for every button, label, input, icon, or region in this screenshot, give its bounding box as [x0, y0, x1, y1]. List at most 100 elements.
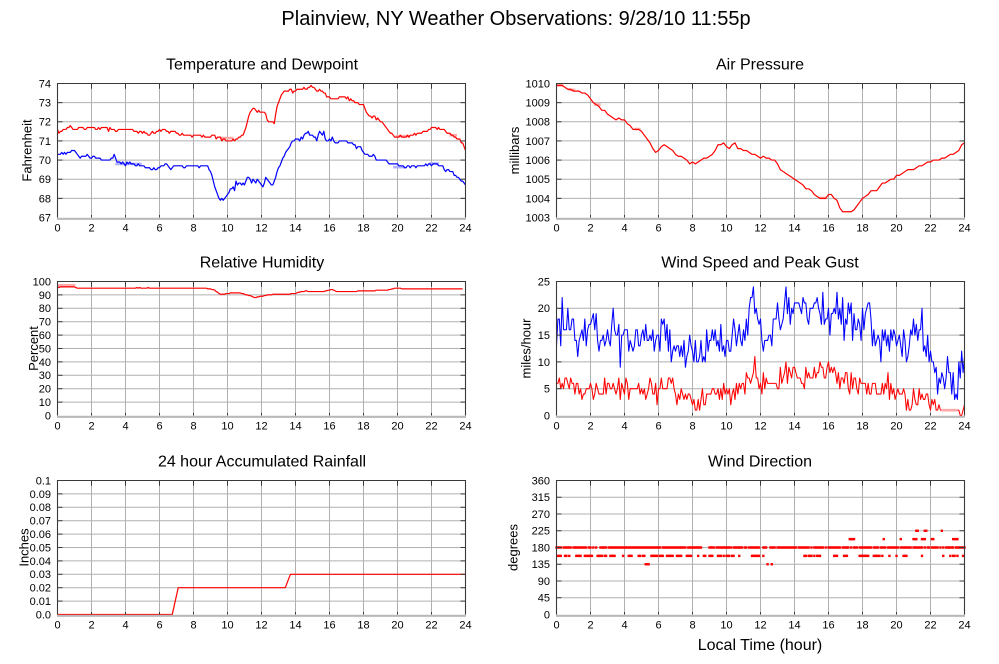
svg-text:6: 6: [655, 619, 661, 631]
svg-text:30: 30: [39, 370, 51, 382]
svg-text:12: 12: [754, 619, 766, 631]
svg-text:14: 14: [788, 222, 800, 234]
svg-text:74: 74: [39, 78, 51, 90]
svg-text:Plainview, NY Weather Observat: Plainview, NY Weather Observations: 9/28…: [281, 8, 750, 30]
svg-text:0.06: 0.06: [30, 529, 51, 541]
svg-text:12: 12: [255, 619, 267, 631]
svg-text:10: 10: [720, 222, 732, 234]
svg-text:0: 0: [54, 222, 60, 234]
svg-text:71: 71: [39, 136, 51, 148]
svg-text:135: 135: [532, 559, 550, 571]
svg-text:22: 22: [924, 420, 936, 432]
svg-text:180: 180: [532, 542, 550, 554]
svg-text:6: 6: [655, 420, 661, 432]
svg-text:0: 0: [544, 609, 550, 621]
svg-text:1005: 1005: [526, 174, 550, 186]
svg-text:0.01: 0.01: [30, 596, 51, 608]
svg-text:2: 2: [587, 619, 593, 631]
svg-text:1006: 1006: [526, 155, 550, 167]
svg-text:0.08: 0.08: [30, 502, 51, 514]
svg-text:0: 0: [544, 410, 550, 422]
svg-text:16: 16: [323, 420, 335, 432]
svg-text:14: 14: [289, 222, 301, 234]
svg-text:20: 20: [890, 420, 902, 432]
svg-text:14: 14: [289, 420, 301, 432]
svg-text:4: 4: [122, 222, 128, 234]
svg-text:5: 5: [544, 384, 550, 396]
svg-text:0.09: 0.09: [30, 489, 51, 501]
svg-text:4: 4: [122, 619, 128, 631]
svg-text:0.07: 0.07: [30, 516, 51, 528]
svg-text:4: 4: [621, 619, 627, 631]
svg-text:Air Pressure: Air Pressure: [716, 56, 804, 73]
svg-text:20: 20: [890, 222, 902, 234]
svg-text:25: 25: [538, 276, 550, 288]
svg-text:1007: 1007: [526, 136, 550, 148]
svg-text:18: 18: [357, 222, 369, 234]
svg-text:Wind Direction: Wind Direction: [708, 453, 812, 470]
svg-text:10: 10: [720, 619, 732, 631]
svg-text:45: 45: [538, 593, 550, 605]
svg-text:68: 68: [39, 193, 51, 205]
svg-text:24: 24: [958, 619, 970, 631]
svg-text:8: 8: [190, 619, 196, 631]
svg-text:0.1: 0.1: [36, 475, 51, 487]
svg-text:0: 0: [553, 222, 559, 234]
svg-text:270: 270: [532, 509, 550, 521]
svg-text:Wind Speed and Peak Gust: Wind Speed and Peak Gust: [661, 254, 859, 271]
svg-text:10: 10: [221, 619, 233, 631]
svg-text:8: 8: [190, 222, 196, 234]
svg-text:24: 24: [459, 619, 471, 631]
svg-text:90: 90: [538, 576, 550, 588]
svg-text:12: 12: [255, 222, 267, 234]
svg-text:22: 22: [924, 619, 936, 631]
svg-text:16: 16: [822, 619, 834, 631]
svg-text:60: 60: [39, 330, 51, 342]
svg-text:18: 18: [856, 222, 868, 234]
svg-text:6: 6: [156, 420, 162, 432]
svg-text:2: 2: [587, 222, 593, 234]
svg-text:22: 22: [425, 222, 437, 234]
svg-text:0: 0: [553, 619, 559, 631]
svg-text:10: 10: [538, 357, 550, 369]
svg-text:16: 16: [822, 222, 834, 234]
svg-text:2: 2: [587, 420, 593, 432]
svg-text:18: 18: [357, 619, 369, 631]
svg-text:1008: 1008: [526, 117, 550, 129]
svg-text:360: 360: [532, 475, 550, 487]
svg-text:0.0: 0.0: [36, 609, 51, 621]
svg-text:10: 10: [221, 420, 233, 432]
svg-text:20: 20: [391, 222, 403, 234]
svg-text:6: 6: [655, 222, 661, 234]
svg-text:Relative Humidity: Relative Humidity: [200, 254, 324, 271]
svg-text:0: 0: [45, 410, 51, 422]
svg-text:1004: 1004: [526, 193, 550, 205]
svg-text:70: 70: [39, 155, 51, 167]
svg-text:73: 73: [39, 98, 51, 110]
svg-text:8: 8: [689, 420, 695, 432]
svg-text:6: 6: [156, 619, 162, 631]
svg-text:14: 14: [788, 420, 800, 432]
svg-text:315: 315: [532, 492, 550, 504]
svg-text:4: 4: [621, 420, 627, 432]
svg-text:50: 50: [39, 343, 51, 355]
svg-text:6: 6: [156, 222, 162, 234]
svg-text:12: 12: [754, 420, 766, 432]
svg-text:72: 72: [39, 117, 51, 129]
svg-text:degrees: degrees: [506, 524, 521, 571]
svg-text:Percent: Percent: [26, 326, 41, 371]
svg-text:40: 40: [39, 357, 51, 369]
svg-text:24: 24: [459, 222, 471, 234]
svg-text:Temperature and Dewpoint: Temperature and Dewpoint: [166, 56, 359, 73]
svg-text:8: 8: [190, 420, 196, 432]
svg-text:4: 4: [621, 222, 627, 234]
svg-text:2: 2: [88, 619, 94, 631]
svg-text:22: 22: [425, 619, 437, 631]
svg-text:10: 10: [39, 397, 51, 409]
svg-text:0.02: 0.02: [30, 583, 51, 595]
svg-text:12: 12: [255, 420, 267, 432]
svg-text:24: 24: [958, 420, 970, 432]
svg-text:20: 20: [890, 619, 902, 631]
svg-text:miles/hour: miles/hour: [519, 318, 534, 379]
svg-text:0: 0: [553, 420, 559, 432]
